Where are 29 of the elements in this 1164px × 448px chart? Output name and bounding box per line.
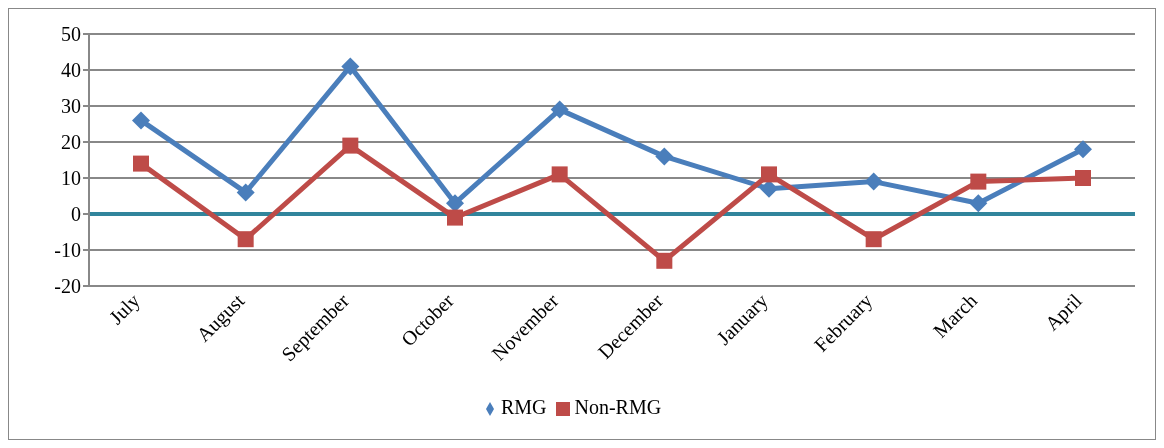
y-tick-label: 50 xyxy=(61,23,81,46)
y-tick-label: -10 xyxy=(54,239,81,262)
point xyxy=(551,166,568,183)
y-tick-label: 30 xyxy=(61,95,81,118)
legend-label: Non-RMG xyxy=(574,396,662,418)
point xyxy=(550,100,569,119)
y-tick-label: 10 xyxy=(61,167,81,190)
point xyxy=(1074,140,1092,159)
point xyxy=(132,111,150,130)
point xyxy=(761,166,777,183)
point xyxy=(970,173,987,190)
y-tick-label: 20 xyxy=(61,131,81,154)
point xyxy=(133,155,149,172)
point xyxy=(656,252,673,269)
point xyxy=(342,137,359,154)
point xyxy=(237,231,254,248)
x-tick-label: July xyxy=(104,289,145,330)
point xyxy=(864,172,883,191)
point xyxy=(447,209,463,226)
y-tick-label: 40 xyxy=(61,59,81,82)
point xyxy=(341,57,360,76)
point xyxy=(1075,170,1091,186)
point xyxy=(865,231,882,248)
y-tick-label: -20 xyxy=(54,275,81,298)
y-tick-label: 0 xyxy=(71,203,81,226)
point xyxy=(236,183,255,202)
point xyxy=(969,194,988,213)
legend-label: RMG xyxy=(500,396,547,418)
point xyxy=(655,147,674,166)
